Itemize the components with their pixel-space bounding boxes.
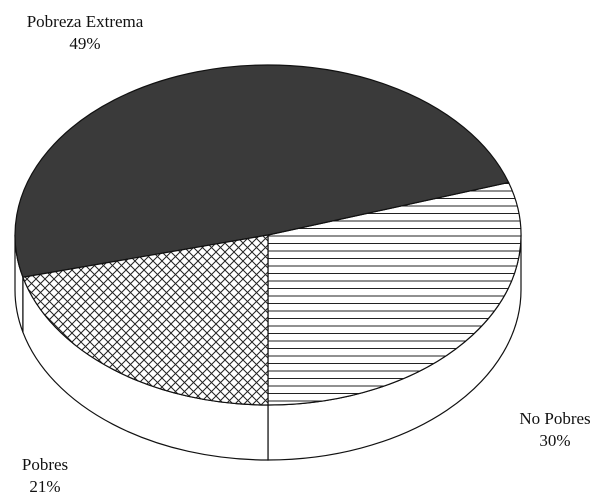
slice-label: Pobres bbox=[22, 455, 68, 474]
slice-value-label: 21% bbox=[29, 477, 60, 496]
slice-label: No Pobres bbox=[519, 409, 590, 428]
slice-value-label: 30% bbox=[539, 431, 570, 450]
slice-value-label: 49% bbox=[69, 34, 100, 53]
pie-slice bbox=[22, 234, 269, 406]
pie-slice bbox=[14, 64, 510, 278]
slice-label: Pobreza Extrema bbox=[27, 12, 144, 31]
pie-slice bbox=[267, 181, 522, 406]
